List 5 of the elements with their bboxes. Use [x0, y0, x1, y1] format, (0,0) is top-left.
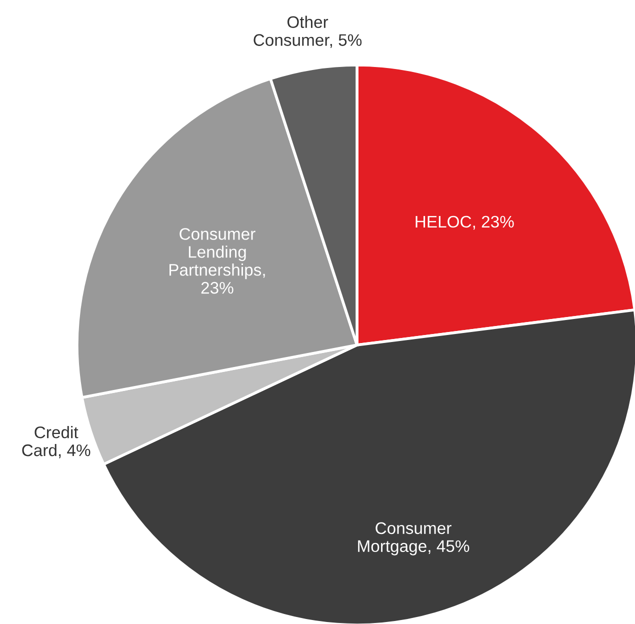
slice-label: HELOC, 23%	[416, 216, 514, 230]
slice-label: Consumer Lending Partnerships, 23%	[169, 228, 265, 294]
slice-label: Credit Card, 4%	[22, 426, 90, 458]
slice-label: Consumer Mortgage, 45%	[358, 522, 470, 556]
slice-label: Other Consumer, 5%	[254, 16, 362, 48]
